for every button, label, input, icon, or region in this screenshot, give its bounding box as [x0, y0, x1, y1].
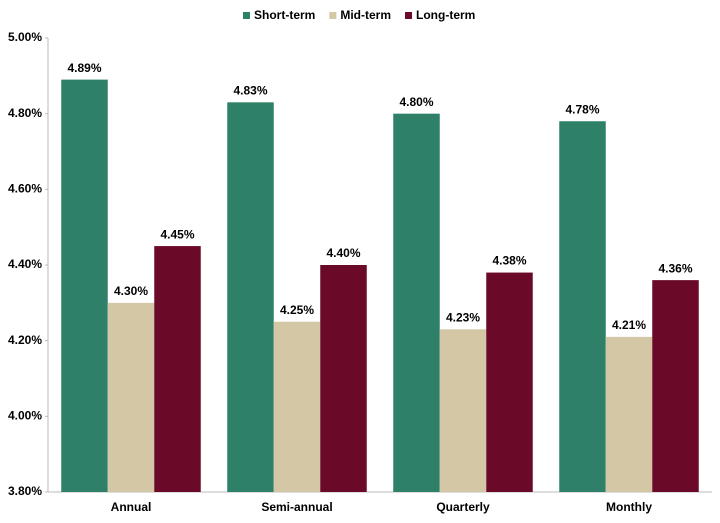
- y-tick-label: 4.40%: [8, 257, 42, 271]
- y-tick-label: 3.80%: [8, 484, 42, 498]
- bar: [439, 329, 487, 492]
- bar: [154, 246, 201, 492]
- bar: [559, 121, 606, 492]
- bar: [652, 280, 699, 492]
- y-tick-label: 4.60%: [8, 182, 42, 196]
- data-label: 4.30%: [114, 284, 148, 298]
- legend-swatch: [405, 12, 413, 19]
- bar: [107, 302, 155, 492]
- bar: [320, 265, 367, 492]
- x-tick-label: Annual: [111, 500, 152, 514]
- y-tick-label: 4.20%: [8, 333, 42, 347]
- data-label: 4.40%: [326, 246, 360, 260]
- x-tick-label: Semi-annual: [261, 500, 332, 514]
- data-label: 4.21%: [612, 318, 646, 332]
- legend-label: Mid-term: [340, 8, 391, 22]
- data-label: 4.83%: [233, 83, 267, 97]
- data-label: 4.80%: [399, 95, 433, 109]
- legend-swatch: [329, 12, 337, 19]
- data-label: 4.25%: [280, 303, 314, 317]
- y-tick-label: 4.00%: [8, 409, 42, 423]
- x-tick-label: Quarterly: [436, 500, 490, 514]
- data-label: 4.78%: [565, 102, 599, 116]
- bar: [273, 321, 321, 492]
- bar: [605, 336, 653, 492]
- bar: [393, 113, 440, 493]
- bar: [486, 272, 533, 492]
- data-label: 4.45%: [160, 227, 194, 241]
- data-label: 4.23%: [446, 310, 480, 324]
- legend-label: Long-term: [416, 8, 475, 22]
- legend-swatch: [243, 12, 250, 19]
- data-label: 4.38%: [492, 254, 526, 268]
- legend-label: Short-term: [254, 8, 315, 22]
- y-tick-label: 5.00%: [8, 30, 42, 44]
- bar: [227, 102, 274, 493]
- data-label: 4.36%: [658, 261, 692, 275]
- y-tick-label: 4.80%: [8, 106, 42, 120]
- x-tick-label: Monthly: [606, 500, 652, 514]
- data-label: 4.89%: [67, 61, 101, 75]
- bar: [61, 79, 108, 492]
